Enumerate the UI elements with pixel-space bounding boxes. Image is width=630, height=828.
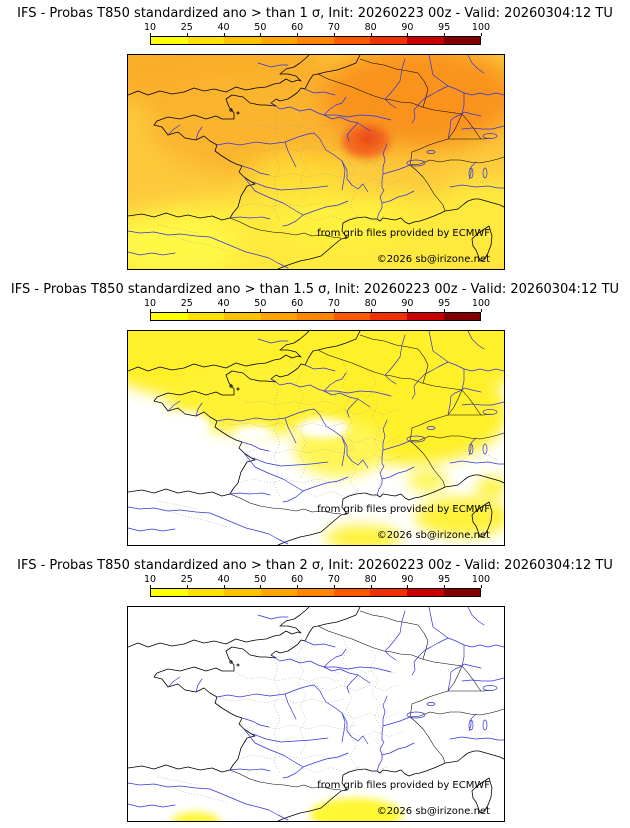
colorbar: 10 25 40 50 60 70 80 90 95 100 — [144, 298, 490, 322]
colorbar-segment — [260, 37, 298, 44]
colorbar-tick: 10 — [143, 22, 157, 36]
colorbar-segment — [406, 313, 444, 320]
colorbar-segment — [443, 313, 481, 320]
colorbar-segment — [151, 313, 188, 320]
map-copyright: ©2026 sb@irizone.net — [376, 530, 490, 541]
probability-map-sigma-1: from grib files provided by ECMWF ©2026 … — [127, 54, 505, 270]
colorbar-segment — [297, 313, 334, 320]
colorbar-segment — [406, 37, 444, 44]
colorbar-segment — [151, 589, 188, 596]
colorbar-tick: 70 — [327, 574, 340, 588]
colorbar-tick-labels: 10 25 40 50 60 70 80 90 95 100 — [144, 298, 490, 312]
colorbar-tick: 40 — [217, 298, 230, 312]
colorbar-tick: 60 — [291, 574, 304, 588]
colorbar-segment — [187, 589, 225, 596]
colorbar-tick: 25 — [180, 22, 193, 36]
colorbar-segment — [333, 313, 371, 320]
colorbar-segment — [260, 589, 298, 596]
colorbar-tick: 40 — [217, 22, 230, 36]
colorbar: 10 25 40 50 60 70 80 90 95 100 — [144, 574, 490, 598]
colorbar-segment — [370, 37, 407, 44]
colorbar-tick: 100 — [471, 574, 491, 588]
colorbar-tick: 70 — [327, 22, 340, 36]
colorbar-segment — [187, 313, 225, 320]
colorbar-tick: 90 — [401, 298, 414, 312]
map-attribution: from grib files provided by ECMWF — [317, 780, 490, 791]
colorbar-segment — [187, 37, 225, 44]
colorbar-tick: 90 — [401, 22, 414, 36]
colorbar-tick: 95 — [438, 298, 451, 312]
panel-title: IFS - Probas T850 standardized ano > tha… — [10, 282, 620, 297]
probability-map-sigma-2: from grib files provided by ECMWF ©2026 … — [127, 606, 505, 822]
colorbar-tick: 100 — [471, 298, 491, 312]
colorbar-tick: 40 — [217, 574, 230, 588]
colorbar-tick: 25 — [180, 574, 193, 588]
colorbar-bar — [150, 312, 481, 321]
colorbar-tick: 90 — [401, 574, 414, 588]
colorbar-segment — [297, 37, 334, 44]
probability-field — [128, 55, 504, 269]
map-attribution: from grib files provided by ECMWF — [317, 228, 490, 239]
colorbar-segment — [224, 313, 261, 320]
colorbar-tick: 95 — [438, 22, 451, 36]
colorbar-tick: 60 — [291, 22, 304, 36]
probability-map-sigma-1-5: from grib files provided by ECMWF ©2026 … — [127, 330, 505, 546]
colorbar-tick: 80 — [364, 22, 377, 36]
colorbar-tick: 50 — [254, 574, 267, 588]
colorbar-tick: 10 — [143, 298, 157, 312]
map-attribution: from grib files provided by ECMWF — [317, 504, 490, 515]
colorbar-segment — [406, 589, 444, 596]
colorbar-tick-labels: 10 25 40 50 60 70 80 90 95 100 — [144, 574, 490, 588]
colorbar: 10 25 40 50 60 70 80 90 95 100 — [144, 22, 490, 46]
colorbar-tick: 100 — [471, 22, 491, 36]
map-copyright: ©2026 sb@irizone.net — [376, 254, 490, 265]
map-canvas — [128, 331, 504, 545]
colorbar-segment — [224, 37, 261, 44]
colorbar-tick: 70 — [327, 298, 340, 312]
colorbar-segment — [224, 589, 261, 596]
colorbar-tick: 10 — [143, 574, 157, 588]
colorbar-tick: 60 — [291, 298, 304, 312]
colorbar-tick: 80 — [364, 298, 377, 312]
colorbar-tick: 80 — [364, 574, 377, 588]
panel-title: IFS - Probas T850 standardized ano > tha… — [17, 6, 613, 21]
map-copyright: ©2026 sb@irizone.net — [376, 806, 490, 817]
colorbar-tick: 50 — [254, 22, 267, 36]
colorbar-bar — [150, 588, 481, 597]
colorbar-segment — [333, 589, 371, 596]
colorbar-tick: 50 — [254, 298, 267, 312]
colorbar-segment — [443, 37, 481, 44]
map-canvas — [128, 55, 504, 269]
colorbar-bar — [150, 36, 481, 45]
colorbar-segment — [151, 37, 188, 44]
colorbar-segment — [260, 313, 298, 320]
panel-sigma-2: IFS - Probas T850 standardized ano > tha… — [0, 552, 630, 828]
panel-sigma-1-5: IFS - Probas T850 standardized ano > tha… — [0, 276, 630, 552]
colorbar-tick: 95 — [438, 574, 451, 588]
colorbar-segment — [333, 37, 371, 44]
colorbar-segment — [297, 589, 334, 596]
colorbar-segment — [370, 313, 407, 320]
colorbar-segment — [443, 589, 481, 596]
colorbar-tick: 25 — [180, 298, 193, 312]
panel-sigma-1: IFS - Probas T850 standardized ano > tha… — [0, 0, 630, 276]
panel-title: IFS - Probas T850 standardized ano > tha… — [17, 558, 613, 573]
colorbar-segment — [370, 589, 407, 596]
colorbar-tick-labels: 10 25 40 50 60 70 80 90 95 100 — [144, 22, 490, 36]
map-canvas — [128, 607, 504, 821]
